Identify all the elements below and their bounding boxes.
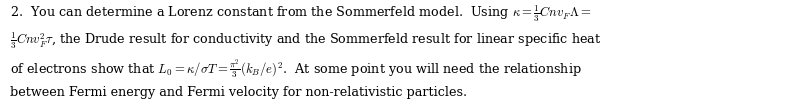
Text: 2.  You can determine a Lorenz constant from the Sommerfeld model.  Using $\kapp: 2. You can determine a Lorenz constant f… — [10, 3, 600, 99]
